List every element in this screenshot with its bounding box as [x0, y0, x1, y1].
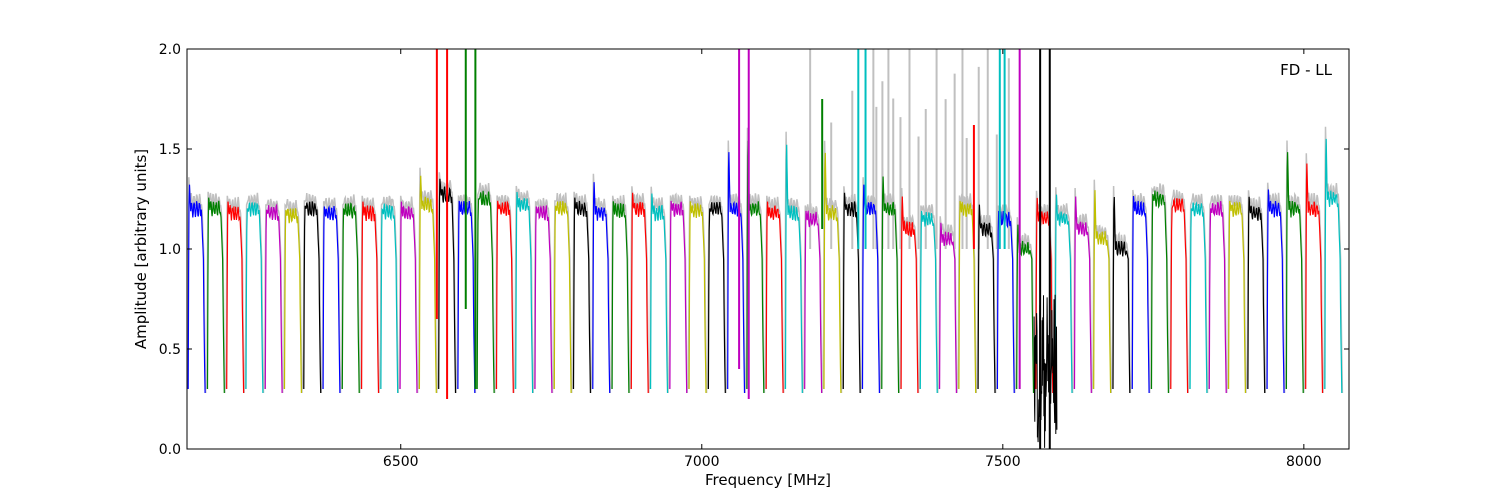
- channel-line: [1285, 152, 1304, 394]
- channel-line: [515, 191, 534, 394]
- background-channel-line: [1265, 182, 1286, 394]
- channel-line: [495, 200, 514, 394]
- y-tick-label: 0.0: [159, 442, 181, 458]
- channel-line: [322, 205, 341, 394]
- chart-annotation: FD - LL: [1280, 61, 1332, 79]
- background-channel-line: [398, 195, 419, 394]
- channel-line: [881, 176, 900, 394]
- channel-line: [1093, 190, 1112, 394]
- y-tick-label: 0.5: [159, 342, 181, 358]
- channel-line: [592, 182, 611, 394]
- background-channel-line: [803, 203, 823, 394]
- channel-line: [919, 210, 938, 394]
- channel-line: [572, 197, 591, 394]
- y-axis-label: Amplitude [arbitrary units]: [132, 149, 150, 349]
- channel-line: [1247, 196, 1266, 394]
- channel-line: [1324, 138, 1343, 394]
- channel-line: [727, 152, 746, 394]
- channel-line: [650, 193, 669, 394]
- x-tick-label: 7000: [684, 454, 720, 470]
- channel-line: [476, 190, 495, 394]
- channel-line: [1112, 196, 1131, 394]
- channel-line: [245, 202, 264, 394]
- channel-line: [823, 152, 842, 394]
- channel-line: [418, 175, 437, 394]
- background-channel-line: [514, 185, 534, 394]
- x-tick-label: 6500: [383, 454, 419, 470]
- channel-line: [688, 201, 707, 394]
- background-channel-line: [918, 204, 939, 394]
- channel-line: [900, 196, 919, 394]
- channel-line: [226, 201, 245, 394]
- channel-line: [187, 184, 206, 394]
- channel-line: [804, 210, 823, 394]
- background-channel-line: [1207, 194, 1228, 394]
- y-tick-label: 2.0: [159, 42, 181, 58]
- y-tick-label: 1.0: [159, 242, 181, 258]
- background-channel-line: [687, 195, 708, 394]
- background-channel-line: [572, 191, 592, 394]
- channel-line: [399, 201, 418, 394]
- channel-line: [1208, 201, 1227, 394]
- channel-line: [1266, 189, 1285, 394]
- channel-line: [630, 192, 649, 394]
- channel-line: [206, 197, 225, 394]
- spike-series-group: [435, 49, 1058, 449]
- y-axis: 0.0 0.5 1.0 1.5 2.0: [159, 42, 1349, 458]
- channel-line: [264, 203, 283, 394]
- channel-line: [1305, 163, 1324, 394]
- channel-line: [283, 208, 302, 394]
- background-channel-line: [1150, 183, 1170, 394]
- channel-line: [784, 144, 803, 394]
- y-tick-label: 1.5: [159, 142, 181, 158]
- channel-line: [341, 202, 360, 394]
- channel-line: [707, 201, 726, 394]
- background-channel-line: [340, 194, 361, 394]
- channel-line: [939, 222, 957, 394]
- background-channel-line: [302, 193, 323, 394]
- channel-line: [611, 201, 630, 394]
- channel-line: [746, 140, 765, 394]
- background-channel-line: [360, 195, 380, 394]
- channel-line: [553, 200, 572, 394]
- channel-line: [380, 203, 399, 394]
- x-axis: 6500 7000 7500 8000: [383, 49, 1322, 470]
- x-tick-label: 8000: [1286, 454, 1322, 470]
- channel-line: [1073, 196, 1092, 394]
- channel-line: [361, 201, 380, 394]
- noisy-region-line: [1033, 294, 1058, 448]
- channel-line: [1054, 194, 1073, 394]
- channel-line: [977, 204, 996, 394]
- background-channel-line: [629, 186, 650, 394]
- channel-line: [1170, 197, 1189, 394]
- channel-line: [765, 201, 784, 394]
- x-axis-label: Frequency [MHz]: [705, 471, 831, 489]
- channel-line: [669, 200, 688, 394]
- background-channel-line: [225, 195, 245, 394]
- background-channel-line: [283, 198, 303, 394]
- channel-line: [1131, 195, 1150, 394]
- background-channel-line: [244, 192, 265, 394]
- channel-line: [303, 201, 322, 394]
- x-tick-label: 7500: [985, 454, 1021, 470]
- channel-line: [1189, 201, 1208, 394]
- channel-line: [534, 204, 553, 394]
- channel-line: [1150, 190, 1169, 394]
- plot-area: [186, 48, 1350, 450]
- channel-line: [1228, 200, 1246, 394]
